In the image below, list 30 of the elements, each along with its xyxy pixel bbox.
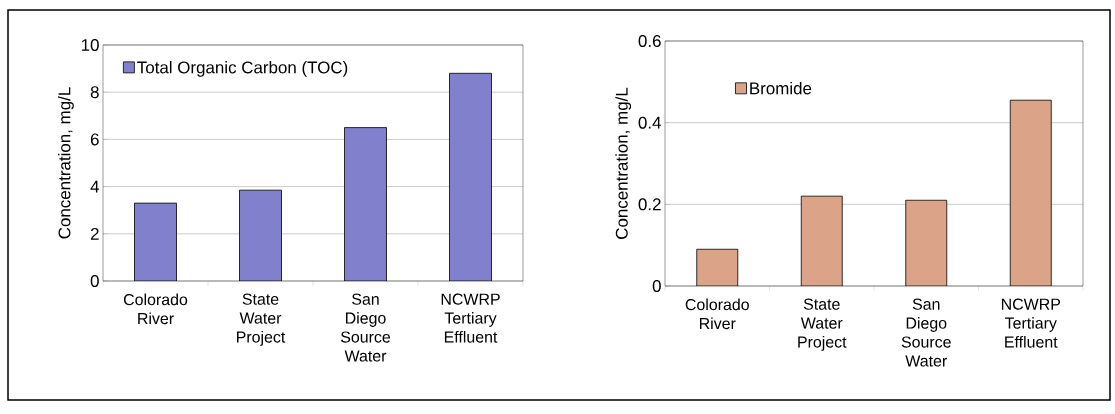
y-tick-label: 10 — [81, 39, 99, 51]
y-tick-label: 4 — [90, 180, 99, 193]
x-tick-label: State Water Project — [798, 298, 847, 351]
bar — [800, 195, 843, 286]
y-tick-label: 0 — [652, 280, 661, 292]
y-tick-label: 0.2 — [638, 198, 661, 211]
bar — [134, 202, 177, 281]
y-axis-title: Concentration, mg/L — [615, 87, 632, 239]
x-tick-label: Colorado River — [123, 293, 188, 325]
bar — [449, 72, 492, 281]
y-tick-label: 0 — [90, 275, 99, 287]
bar — [1009, 99, 1052, 286]
bar — [696, 248, 739, 286]
x-tick-label: NCWRP Tertiary Effluent — [1001, 298, 1061, 348]
bar — [905, 199, 948, 286]
legend-label: Bromide — [750, 81, 812, 95]
y-axis-title: Concentration, mg/L — [58, 87, 74, 239]
y-tick-label: 2 — [90, 227, 99, 240]
x-tick-label: San Diego Source Water — [901, 298, 951, 367]
bar — [344, 127, 387, 281]
y-tick-label: 8 — [90, 86, 99, 99]
x-tick-label: State Water Project — [237, 293, 286, 346]
y-tick-label: 0.6 — [638, 35, 661, 48]
x-tick-label: San Diego Source Water — [340, 293, 391, 362]
y-tick-label: 6 — [90, 133, 99, 146]
bar — [239, 189, 282, 281]
x-tick-label: NCWRP Tertiary Effluent — [441, 293, 500, 343]
x-tick-label: Colorado River — [685, 298, 749, 330]
legend-label: Total Organic Carbon (TOC) — [137, 60, 348, 77]
y-tick-label: 0.4 — [638, 116, 661, 129]
